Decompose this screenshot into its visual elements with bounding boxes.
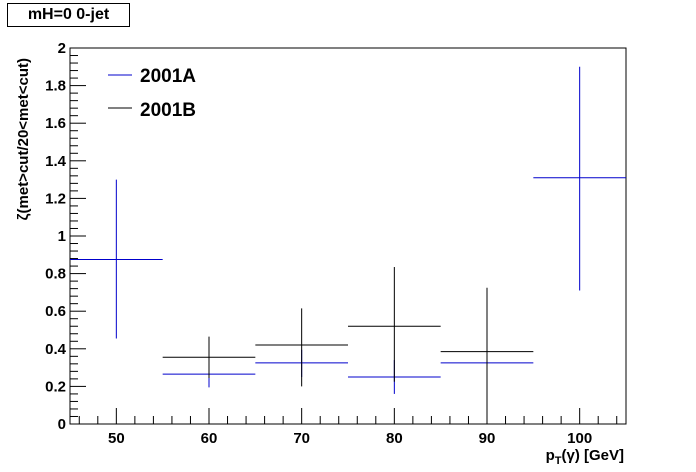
x-tick-label: 50 bbox=[108, 430, 125, 447]
y-tick-label: 0.8 bbox=[45, 266, 66, 283]
y-tick-label: 0.2 bbox=[45, 378, 66, 395]
data-point bbox=[70, 179, 163, 339]
x-tick-label: 60 bbox=[201, 430, 218, 447]
legend-label-2001a: 2001A bbox=[140, 66, 196, 87]
y-tick-label: 1.6 bbox=[45, 115, 66, 132]
y-tick-label: 1.8 bbox=[45, 78, 66, 95]
data-point bbox=[162, 336, 256, 378]
y-tick-label: 0.4 bbox=[45, 341, 67, 358]
x-axis-title: pT(γ) [GeV] bbox=[546, 447, 624, 467]
series-layer bbox=[70, 66, 626, 424]
x-axis-title-p: p bbox=[546, 447, 555, 464]
y-tick-label: 1.2 bbox=[45, 190, 66, 207]
y-axis-title: ζ(met>cut/20<met<cut) bbox=[15, 58, 32, 220]
y-tick-label: 0.6 bbox=[45, 303, 66, 320]
y-tick-label: 1.4 bbox=[45, 153, 67, 170]
data-point bbox=[255, 308, 348, 387]
legend-label-2001b: 2001B bbox=[140, 100, 196, 121]
x-tick-label: 80 bbox=[386, 430, 403, 447]
y-tick-label: 1 bbox=[58, 228, 66, 245]
axis-tick-labels: 0 0.2 0.4 0.6 0.8 1 1.2 1.4 1.6 1.8 2 50 60 70 80 90 100 bbox=[45, 40, 592, 447]
data-point bbox=[533, 66, 626, 291]
x-axis-title-rest: (γ) [GeV] bbox=[561, 447, 624, 464]
y-tick-label: 2 bbox=[58, 40, 66, 57]
y-tick-label: 0 bbox=[58, 416, 66, 433]
x-tick-label: 70 bbox=[293, 430, 310, 447]
chart-title: mH=0 0-jet bbox=[7, 3, 130, 27]
series-2001b bbox=[162, 267, 534, 424]
x-tick-label: 90 bbox=[479, 430, 496, 447]
x-axis-title-sub: T bbox=[555, 455, 562, 467]
data-point bbox=[440, 287, 534, 424]
data-point bbox=[348, 267, 441, 382]
axis-ticks bbox=[70, 47, 618, 425]
legend: 2001A 2001B bbox=[108, 66, 196, 121]
x-tick-label: 100 bbox=[567, 430, 592, 447]
